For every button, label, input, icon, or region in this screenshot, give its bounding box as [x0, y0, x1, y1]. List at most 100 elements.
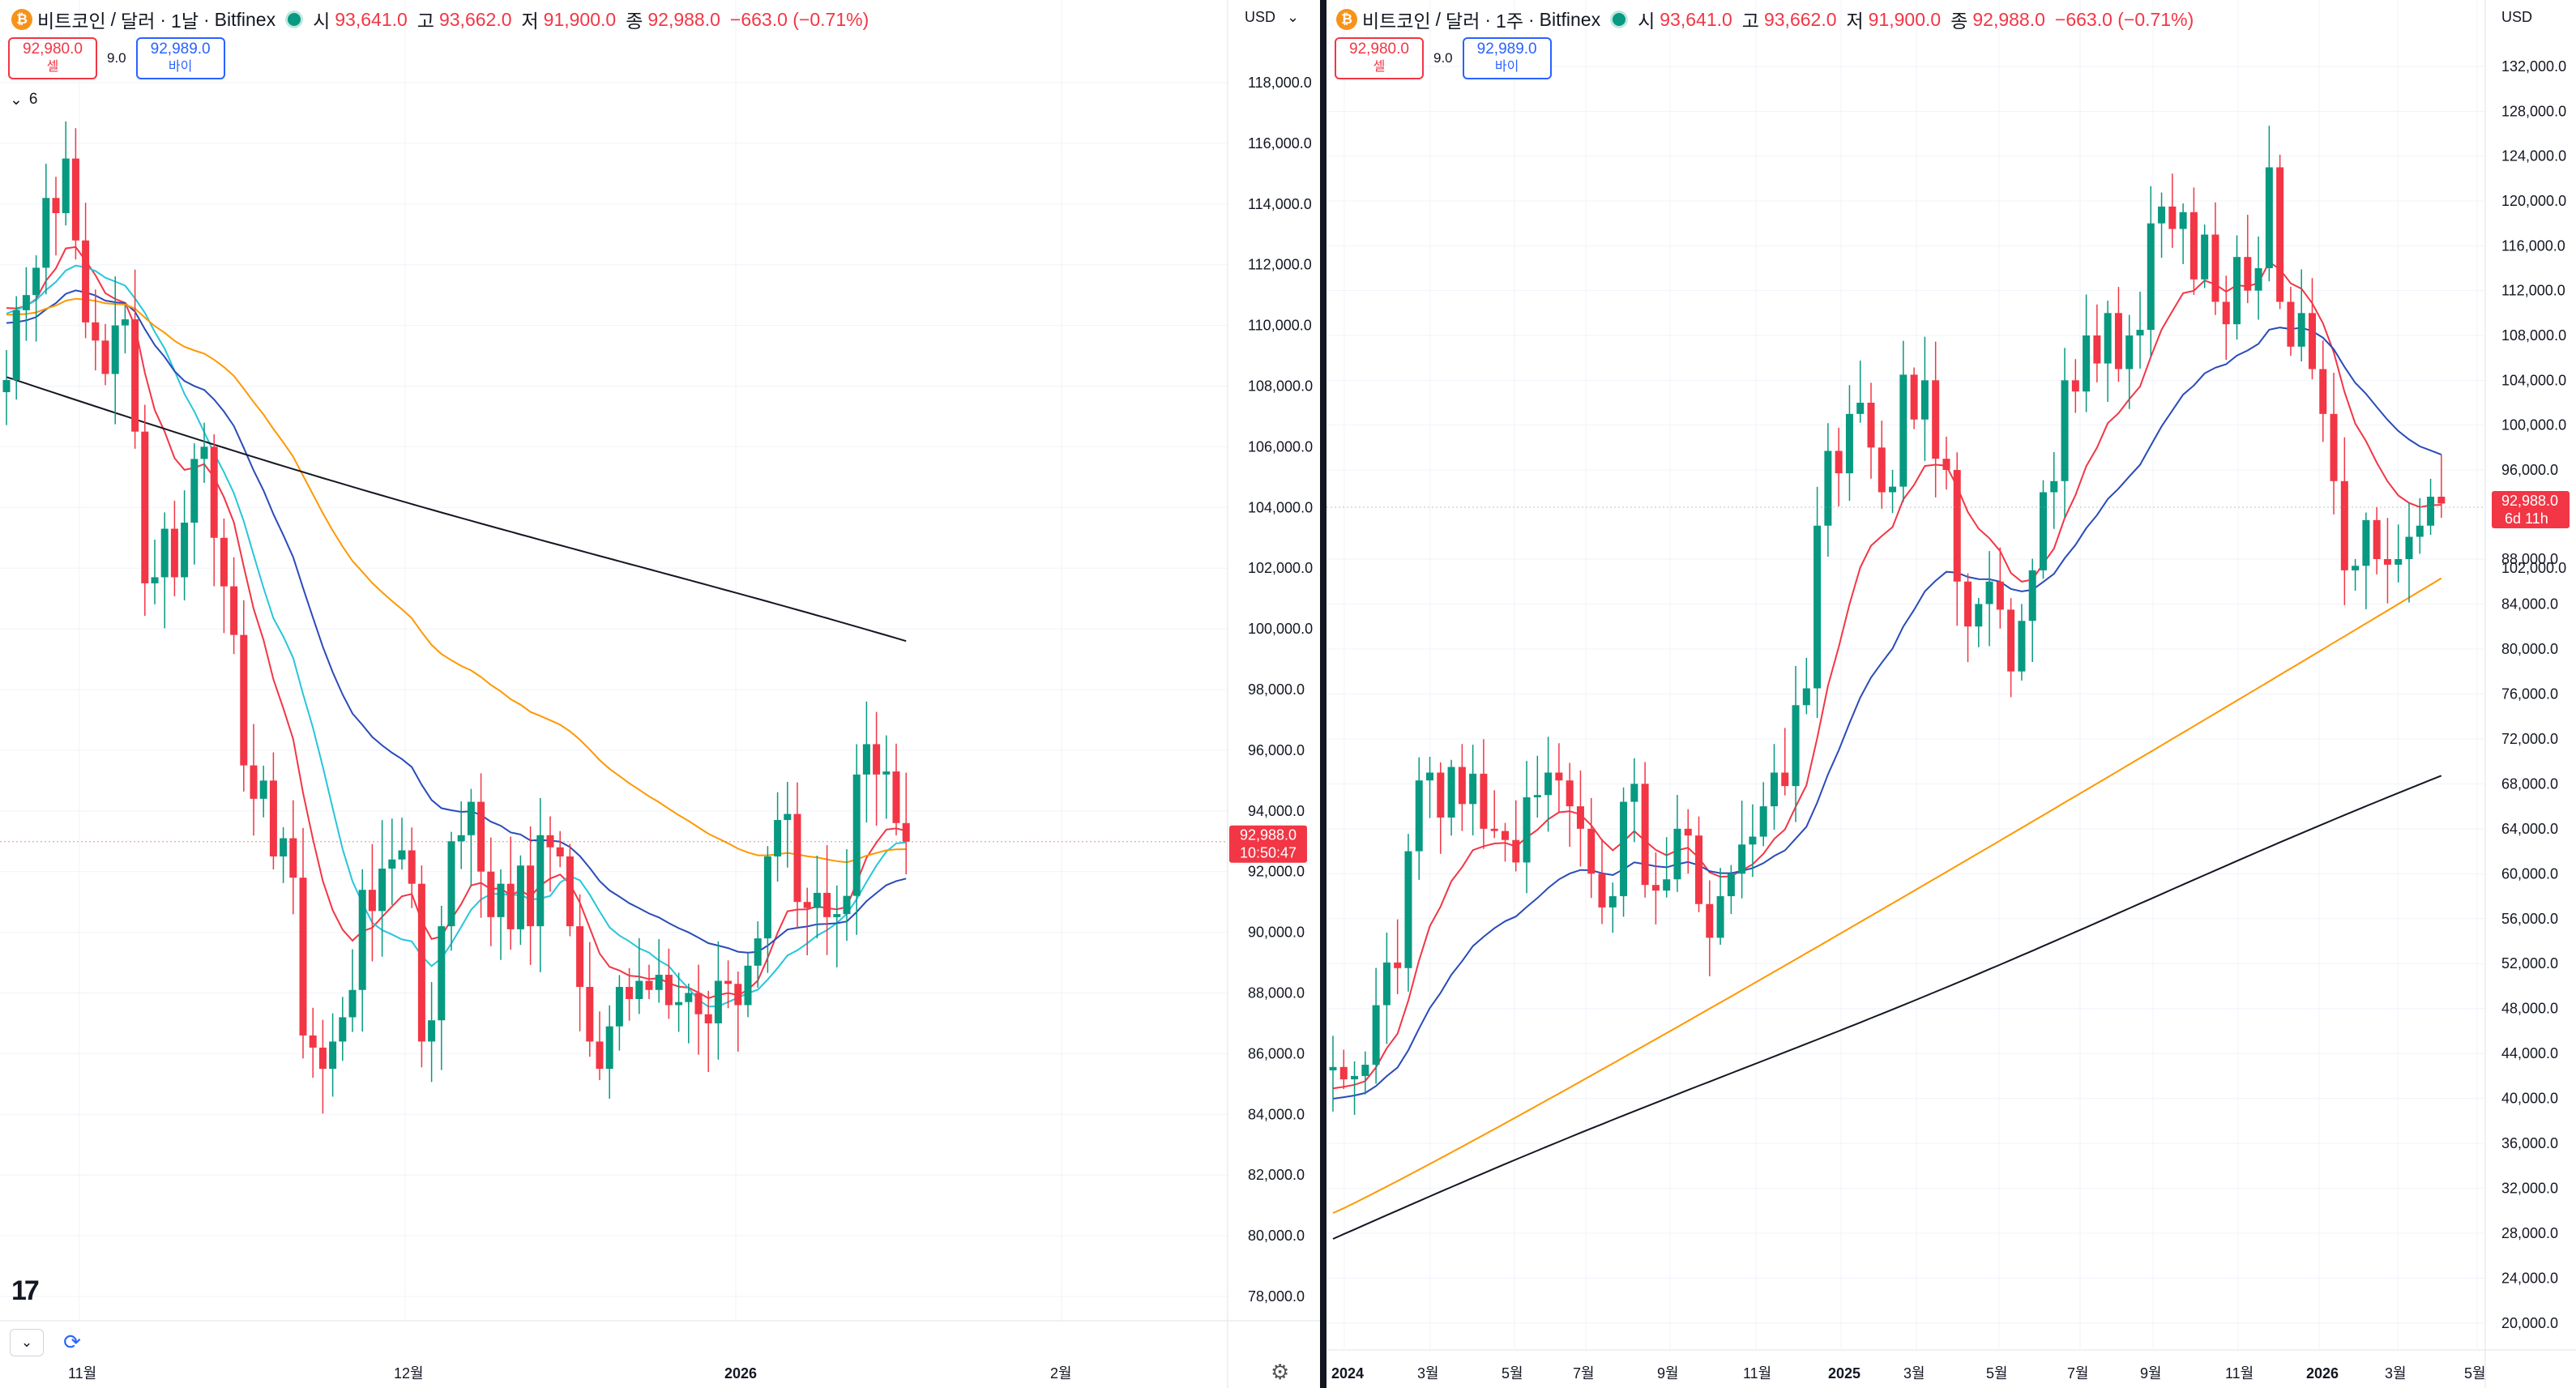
x-tick-label: 11월	[2225, 1365, 2253, 1382]
candle-body	[2340, 480, 2348, 570]
y-tick-label: 92,000.0	[1248, 864, 1305, 880]
trade-buttons: 92,980.0 셀 9.0 92,989.0 바이	[1335, 37, 1552, 79]
candle-body	[615, 987, 623, 1027]
weekly-chart-canvas[interactable]: 132,000.0 128,000.0 124,000.0 120,000.0 116,…	[1326, 0, 2576, 1388]
daily-chart-pane[interactable]: 118,000.0 116,000.0 114,000.0 112,000.0 110,…	[0, 0, 1320, 1388]
y-tick-label: 108,000.0	[2501, 327, 2566, 344]
candle-body	[131, 319, 139, 432]
y-tick-label: 24,000.0	[2501, 1271, 2558, 1287]
candle-body	[527, 865, 535, 927]
candle-body	[1587, 828, 1596, 874]
change-value: −663.0 (−0.71%)	[729, 8, 869, 30]
sync-icon[interactable]: ⟳	[63, 1329, 81, 1354]
candle-body	[497, 883, 505, 917]
y-tick-label: 106,000.0	[1248, 438, 1313, 455]
candle-body	[1339, 1066, 1348, 1080]
candle-body	[1469, 773, 1477, 805]
candle-body	[1878, 447, 1886, 493]
candle-body	[2083, 335, 2091, 392]
candle-body	[2028, 570, 2036, 621]
currency-selector[interactable]: USD ⌄	[1245, 5, 1299, 29]
candle-body	[576, 926, 584, 988]
indicators-toggle[interactable]: ⌄ 6	[10, 88, 38, 112]
trade-buttons: 92,980.0 셀 9.0 92,989.0 바이	[8, 37, 225, 79]
exchange-label[interactable]: Bitfinex	[1539, 8, 1601, 30]
buy-button[interactable]: 92,989.0 바이	[135, 37, 225, 79]
candle-body	[1351, 1075, 1359, 1080]
candle-body	[2308, 313, 2316, 369]
gear-icon[interactable]: ⚙	[1271, 1360, 1290, 1384]
candle-body	[1835, 451, 1843, 474]
high-value: 93,662.0	[1763, 8, 1837, 30]
y-tick-label: 96,000.0	[2501, 462, 2558, 478]
interval-label[interactable]: 1주	[1496, 11, 1523, 32]
pane-divider[interactable]	[1320, 0, 1326, 1388]
candle-body	[309, 1035, 317, 1048]
y-tick-label: 116,000.0	[2501, 237, 2565, 254]
candle-body	[2437, 497, 2446, 504]
x-tick-label: 3월	[2385, 1365, 2407, 1382]
candle-body	[1899, 374, 1907, 487]
interval-label[interactable]: 1날	[171, 11, 199, 32]
candle-body	[774, 820, 782, 856]
candle-body	[754, 938, 762, 966]
candle-body	[1608, 896, 1617, 908]
candle-body	[329, 1041, 337, 1070]
symbol-quote[interactable]: 달러	[121, 11, 156, 32]
candle-body	[151, 577, 159, 583]
y-tick-label: 36,000.0	[2501, 1135, 2558, 1151]
sell-button[interactable]: 92,980.0 셀	[1335, 37, 1424, 79]
candle-body	[626, 987, 634, 999]
candle-body	[1458, 767, 1466, 805]
y-tick-label: 104,000.0	[1248, 499, 1313, 515]
candle-body	[1361, 1065, 1369, 1076]
ma-line-teal	[6, 264, 907, 1008]
close-value: 92,988.0	[647, 8, 720, 30]
candle-body	[902, 822, 910, 842]
candle-body	[1975, 604, 1983, 627]
candle-body	[2018, 621, 2026, 672]
symbol-name[interactable]: 비트코인	[1362, 11, 1431, 32]
title-dot-2: ·	[1527, 8, 1535, 30]
candle-body	[230, 586, 238, 635]
symbol-name[interactable]: 비트코인	[37, 11, 106, 32]
candle-body	[843, 895, 851, 915]
y-tick-label: 82,000.0	[1248, 1167, 1305, 1183]
open-label: 시	[313, 11, 331, 32]
candle-body	[358, 890, 366, 990]
sell-button[interactable]: 92,980.0 셀	[8, 37, 97, 79]
candle-body	[1447, 767, 1455, 818]
scroll-collapse-button[interactable]: ⌄	[10, 1329, 44, 1356]
candle-body	[82, 240, 90, 322]
buy-label: 바이	[168, 60, 193, 74]
chevron-down-icon: ⌄	[10, 91, 23, 109]
open-value: 93,641.0	[335, 8, 408, 30]
candle-body	[2265, 167, 2273, 268]
weekly-chart-pane[interactable]: 132,000.0 128,000.0 124,000.0 120,000.0 116,…	[1326, 0, 2576, 1388]
buy-button[interactable]: 92,989.0 바이	[1462, 37, 1552, 79]
candle-body	[2093, 335, 2101, 364]
sell-label: 셀	[46, 60, 59, 74]
candle-body	[1501, 831, 1509, 840]
candle-body	[1404, 851, 1412, 968]
exchange-label[interactable]: Bitfinex	[214, 8, 276, 30]
candle-body	[1382, 962, 1391, 1006]
ma-line-blue	[6, 289, 907, 954]
current-price-text: 92,988.0	[2501, 493, 2558, 509]
candle-body	[1695, 835, 1703, 904]
symbol-quote[interactable]: 달러	[1446, 11, 1480, 32]
y-tick-label: 108,000.0	[1248, 378, 1313, 395]
open-label: 시	[1638, 11, 1655, 32]
candle-body	[22, 295, 30, 310]
candle-body	[210, 446, 218, 538]
candle-body	[1716, 896, 1724, 938]
daily-chart-canvas[interactable]: 118,000.0 116,000.0 114,000.0 112,000.0 110,…	[0, 0, 1320, 1388]
currency-selector[interactable]: USD	[2501, 5, 2532, 29]
candle-body	[42, 198, 50, 268]
candle-body	[2362, 519, 2370, 566]
candle-body	[1544, 772, 1553, 796]
candle-body	[1985, 581, 1993, 604]
tradingview-logo[interactable]: 17	[11, 1275, 40, 1306]
